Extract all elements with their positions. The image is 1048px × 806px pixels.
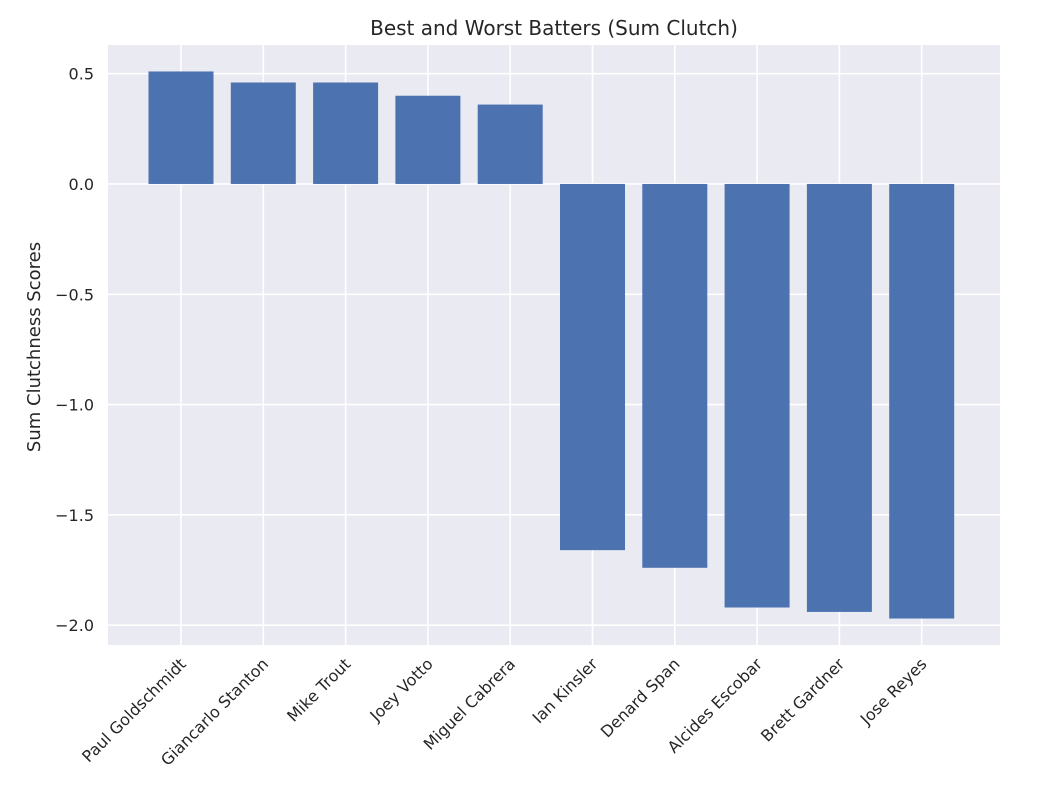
y-tick-label: −0.5 xyxy=(55,285,94,304)
bar xyxy=(560,183,625,551)
chart-title: Best and Worst Batters (Sum Clutch) xyxy=(370,16,738,40)
x-tick-label: Ian Kinsler xyxy=(528,654,601,727)
bars xyxy=(148,71,955,619)
x-tick-label: Brett Gardner xyxy=(757,654,848,745)
x-tick-label: Joey Votto xyxy=(365,654,436,725)
y-tick-label: 0.5 xyxy=(69,65,94,84)
x-tick-label: Denard Span xyxy=(597,654,684,741)
y-tick-label: −1.0 xyxy=(55,396,94,415)
bar xyxy=(642,183,708,568)
y-tick-labels: 0.5 0.0 −0.5 −1.0 −1.5 −2.0 xyxy=(55,65,94,635)
bar xyxy=(313,82,379,184)
x-tick-label: Mike Trout xyxy=(283,654,354,725)
bar xyxy=(230,82,296,184)
y-tick-label: −2.0 xyxy=(55,616,94,635)
bar xyxy=(477,104,543,184)
bar xyxy=(395,95,461,184)
y-axis-label: Sum Clutchness Scores xyxy=(24,242,45,452)
bar xyxy=(806,183,872,612)
bar xyxy=(889,183,955,619)
bar xyxy=(724,183,790,608)
y-tick-label: −1.5 xyxy=(55,506,94,525)
bar xyxy=(148,71,214,184)
y-tick-label: 0.0 xyxy=(69,175,94,194)
x-tick-label: Jose Reyes xyxy=(856,654,931,729)
